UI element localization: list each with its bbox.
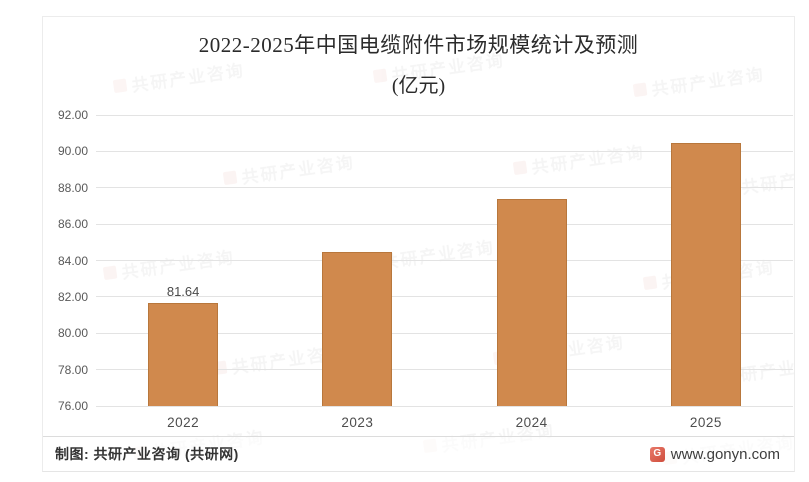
y-axis-tick-label: 82.00 [57, 289, 88, 304]
plot-area: 92.00 90.00 88.00 86.00 84.00 82.00 80.00 78.00… [58, 108, 793, 430]
gridline [96, 369, 793, 371]
chart-footer: 制图: 共研产业咨询 (共研网) G www.gonyn.com [43, 436, 794, 471]
bar-2025 [670, 143, 741, 406]
bar-2024 [496, 198, 567, 406]
website-url-text: www.gonyn.com [670, 445, 780, 463]
y-axis-tick-label: 80.00 [57, 326, 88, 341]
y-axis-tick-label: 88.00 [57, 180, 88, 195]
x-axis-tick-label-2024: 2024 [515, 415, 548, 430]
y-axis-tick-label: 78.00 [57, 362, 88, 377]
chart-title: 2022-2025年中国电缆附件市场规模统计及预测 (亿元) [43, 29, 794, 103]
y-axis-tick-label: 90.00 [57, 144, 88, 159]
gridline [96, 223, 793, 225]
y-axis-tick-label: 86.00 [57, 217, 88, 232]
bar-2022 [148, 303, 219, 406]
x-axis-tick-label-2022: 2022 [167, 415, 200, 430]
gridline [96, 405, 793, 407]
gridline [96, 296, 793, 298]
x-axis-tick-label-2023: 2023 [341, 415, 374, 430]
x-axis-tick-label-2025: 2025 [689, 415, 722, 430]
gridline [96, 332, 793, 334]
chart-card: 共研产业咨询 共研产业咨询 共研产业咨询 共研产业咨询 共研产业咨询 共研产业咨询 共研产业… [42, 16, 795, 472]
y-axis-tick-label: 92.00 [57, 108, 88, 122]
gridline [96, 114, 793, 116]
bar-value-label-2022: 81.64 [166, 284, 200, 300]
website-group: G www.gonyn.com [649, 445, 780, 463]
gridline [96, 260, 793, 261]
gonyn-logo-icon: G [649, 446, 665, 462]
y-axis-tick-label: 84.00 [57, 253, 88, 268]
gridline [96, 187, 793, 189]
bar-2023 [322, 252, 393, 406]
chart-title-line1: 2022-2025年中国电缆附件市场规模统计及预测 [198, 33, 639, 57]
source-credit-text: 制图: 共研产业咨询 (共研网) [55, 446, 239, 462]
gridline [96, 150, 793, 152]
chart-title-line2: (亿元) [391, 75, 446, 97]
y-axis-tick-label: 76.00 [57, 399, 88, 413]
